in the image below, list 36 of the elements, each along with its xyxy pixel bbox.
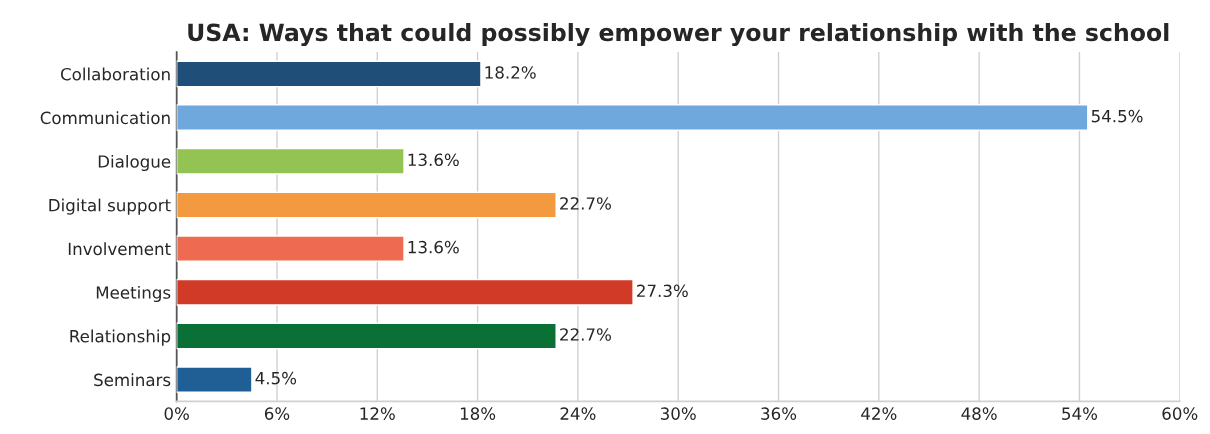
x-tick-label: 18% — [460, 407, 496, 420]
bar — [176, 60, 482, 88]
bar — [176, 366, 253, 393]
x-tick-label: 6% — [264, 407, 290, 420]
bar — [176, 104, 1089, 131]
data-label: 18.2% — [485, 66, 536, 79]
bar — [176, 147, 405, 175]
y-tick-label: Involvement — [68, 242, 171, 256]
data-label: 4.5% — [255, 371, 297, 385]
data-label: 27.3% — [637, 284, 688, 298]
x-tick-label: 36% — [761, 407, 797, 420]
data-label: 22.7% — [560, 197, 611, 210]
y-tick-label: Meetings — [96, 285, 171, 303]
x-tick-label: 0% — [164, 407, 189, 420]
x-tick-label: 30% — [660, 407, 696, 420]
bar — [176, 191, 557, 219]
y-tick-label: Dialogue — [98, 154, 171, 172]
chart-title: USA: Ways that could possibly empower your relationship with the school — [188, 23, 1169, 47]
y-tick-label: Relationship — [70, 329, 171, 346]
x-tick-label: 24% — [560, 407, 596, 420]
y-tick-label: Communication — [40, 111, 170, 125]
x-tick-label: 12% — [360, 407, 395, 420]
bar — [176, 322, 557, 350]
x-tick-label: 60% — [1162, 407, 1198, 420]
y-tick-label: Collaboration — [60, 67, 170, 81]
data-label: 13.6% — [408, 153, 459, 167]
bar — [176, 278, 634, 306]
data-label: 13.6% — [408, 240, 459, 254]
x-tick-label: 48% — [961, 407, 997, 420]
y-tick-label: Digital support — [49, 198, 171, 215]
data-label: 54.5% — [1091, 109, 1143, 123]
y-tick-label: Seminars — [94, 373, 171, 387]
data-label: 22.7% — [560, 328, 611, 341]
x-tick-label: 54% — [1062, 407, 1098, 420]
bar — [176, 235, 405, 262]
x-tick-label: 42% — [861, 407, 897, 420]
